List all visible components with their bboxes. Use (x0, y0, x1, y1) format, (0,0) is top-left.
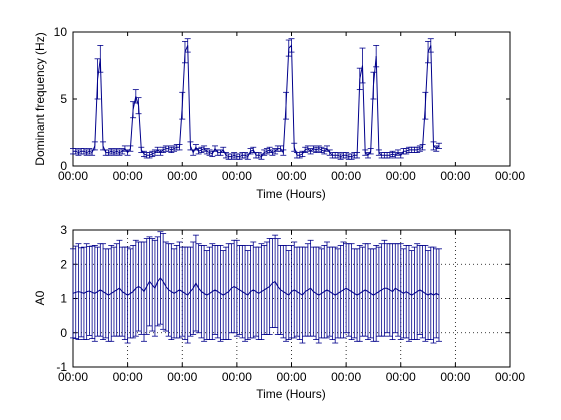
bottom-x-tick-label: 00:00 (222, 370, 252, 384)
bottom-x-tick-label: 00:00 (113, 370, 143, 384)
top-x-tick-label: 00:00 (440, 169, 470, 183)
top-x-axis-label: Time (Hours) (256, 187, 326, 201)
bottom-y-tick-label: 1 (60, 292, 67, 306)
bottom-x-tick-label: 00:00 (331, 370, 361, 384)
bottom-x-tick-label: 00:00 (276, 370, 306, 384)
top-x-tick-label: 00:00 (167, 169, 197, 183)
top-y-axis-label: Dominant frequency (Hz) (33, 32, 47, 165)
bottom-y-tick-label: 0 (60, 326, 67, 340)
bottom-chart: 00:00 00:00 00:00 00:00 00:00 00:00 00:00 00:00… (33, 223, 525, 401)
bottom-x-tick-label: 00:00 (386, 370, 416, 384)
bottom-x-tick-label: 00:00 (440, 370, 470, 384)
bottom-y-axis-label: A0 (33, 290, 47, 305)
top-x-tick-label: 00:00 (222, 169, 252, 183)
bottom-axis-ticks: 00:00 00:00 00:00 00:00 00:00 00:00 00:00 00:00… (56, 223, 525, 384)
bottom-x-axis-label: Time (Hours) (256, 387, 326, 401)
top-y-tick-label: 10 (54, 25, 68, 39)
top-series-line (73, 44, 440, 158)
top-x-tick-label: 00:00 (58, 169, 88, 183)
bottom-y-tick-label: -1 (56, 360, 67, 374)
top-x-tick-label: 00:00 (276, 169, 306, 183)
bottom-series-line (72, 277, 440, 296)
top-x-tick-label: 00:00 (495, 169, 525, 183)
top-y-tick-label: 5 (60, 92, 67, 106)
bottom-x-tick-label: 00:00 (58, 370, 88, 384)
bottom-y-tick-label: 2 (60, 257, 67, 271)
top-x-tick-label: 00:00 (386, 169, 416, 183)
top-chart: 00:00 00:00 00:00 00:00 00:00 00:00 00:00 00:00… (33, 25, 525, 201)
bottom-data-series (70, 231, 442, 344)
top-x-tick-label: 00:00 (331, 169, 361, 183)
bottom-x-tick-label: 00:00 (167, 370, 197, 384)
top-data-series (70, 38, 442, 160)
bottom-y-tick-label: 3 (60, 223, 67, 237)
top-y-tick-label: 0 (60, 159, 67, 173)
bottom-x-tick-label: 00:00 (495, 370, 525, 384)
top-axis-ticks: 00:00 00:00 00:00 00:00 00:00 00:00 00:00 00:00… (54, 25, 526, 183)
top-x-tick-label: 00:00 (113, 169, 143, 183)
